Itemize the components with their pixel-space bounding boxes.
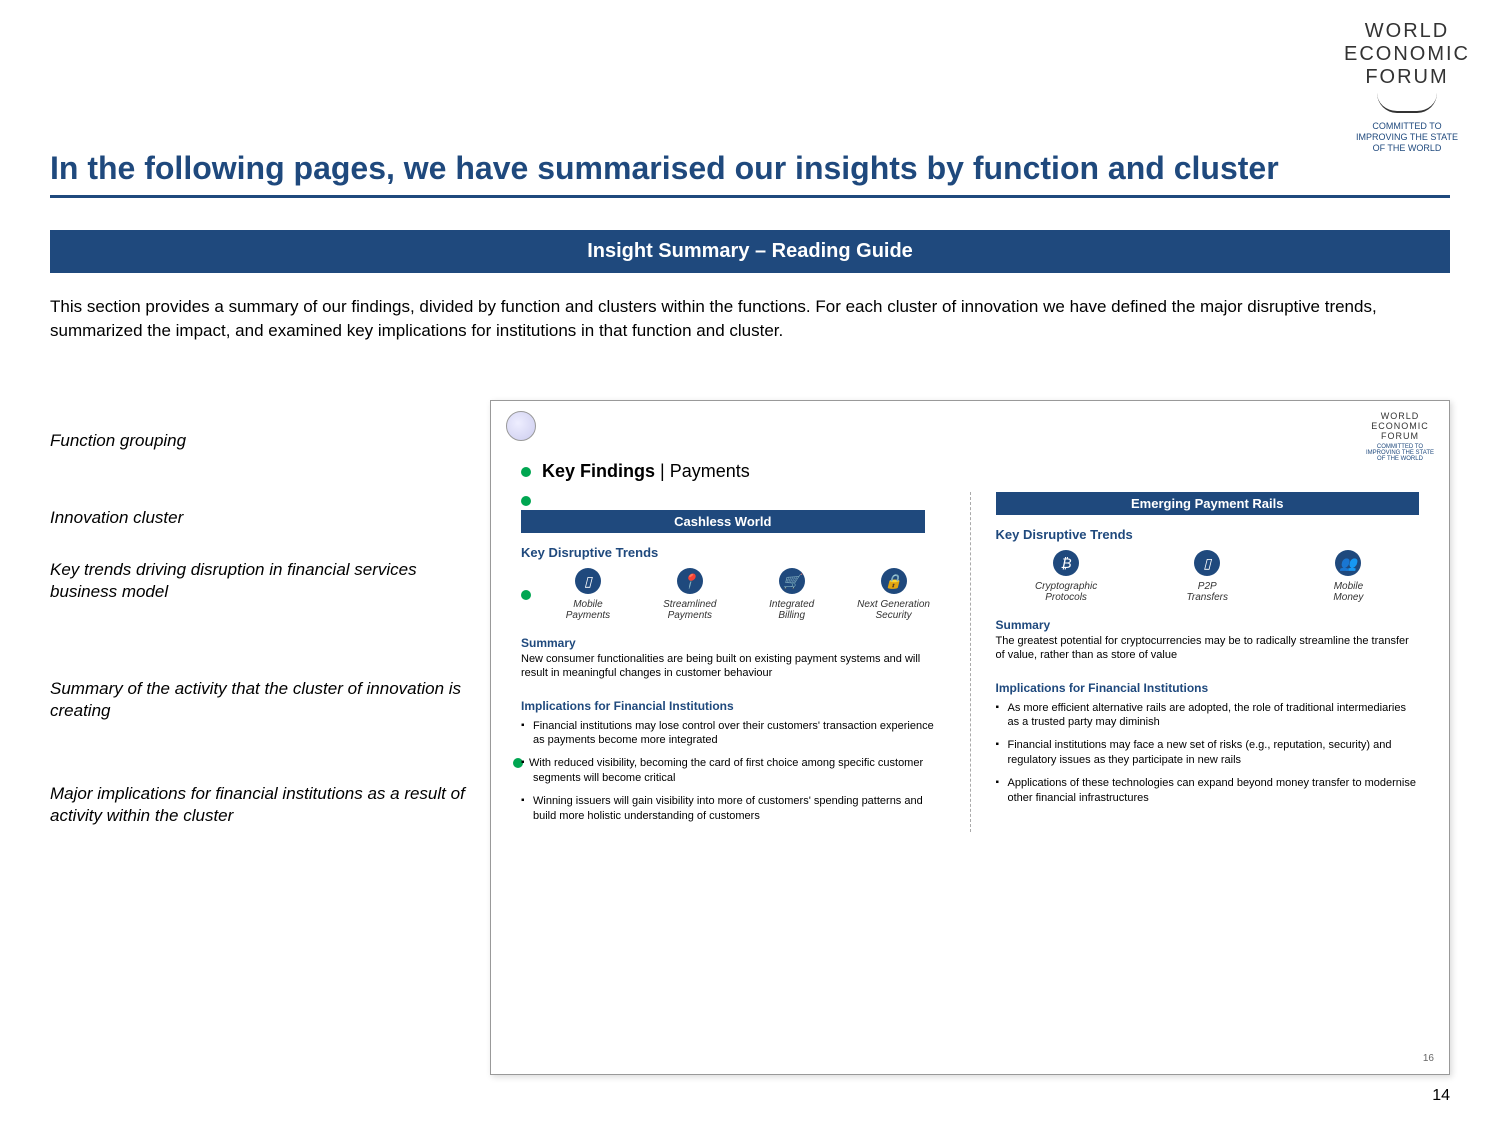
pin-icon: 📍 [677, 568, 703, 594]
kdt-heading-right: Key Disruptive Trends [996, 527, 1420, 542]
cluster-bar-right: Emerging Payment Rails [996, 492, 1420, 515]
logo-sub: COMMITTED TO IMPROVING THE STATE OF THE … [1344, 121, 1470, 153]
imp-left-3: Winning issuers will gain visibility int… [521, 794, 945, 824]
page-title: In the following pages, we have summaris… [50, 150, 1450, 198]
mobile-icon: ▯ [1194, 550, 1220, 576]
imp-list-left: Financial institutions may lose control … [521, 719, 945, 824]
imp-h-left: Implications for Financial Institutions [521, 699, 945, 713]
summary-p-left: New consumer functionalities are being b… [521, 652, 945, 681]
logo-line2: ECONOMIC [1344, 43, 1470, 66]
trend-crypto: ₿CryptographicProtocols [996, 550, 1137, 603]
label-implications: Major implications for financial institu… [50, 783, 470, 827]
label-column: Function grouping Innovation cluster Key… [50, 400, 470, 1075]
imp-right-2: Financial institutions may face a new se… [996, 738, 1420, 768]
imp-list-right: As more efficient alternative rails are … [996, 701, 1420, 806]
trend-mobile-payments: ▯MobilePayments [537, 568, 639, 621]
mini-slide: WORLD ECONOMIC FORUM COMMITTED TO IMPROV… [490, 400, 1450, 1075]
imp-left-1: Financial institutions may lose control … [521, 719, 945, 749]
trends-left: ▯MobilePayments 📍StreamlinedPayments 🛒In… [521, 568, 945, 621]
mini-wef-logo: WORLD ECONOMIC FORUM COMMITTED TO IMPROV… [1366, 411, 1434, 462]
key-findings-title: Key Findings | Payments [521, 461, 1419, 482]
lock-icon: 🔒 [881, 568, 907, 594]
trend-p2p: ▯P2PTransfers [1137, 550, 1278, 603]
logo-arc [1377, 93, 1437, 113]
kdt-heading-left: Key Disruptive Trends [521, 545, 945, 560]
banner-heading: Insight Summary – Reading Guide [50, 230, 1450, 273]
summary-h-right: Summary [996, 618, 1420, 632]
layout: Function grouping Innovation cluster Key… [50, 400, 1450, 1075]
cluster-bar-left: Cashless World [521, 510, 925, 533]
wef-logo: WORLD ECONOMIC FORUM COMMITTED TO IMPROV… [1344, 20, 1470, 153]
cart-icon: 🛒 [779, 568, 805, 594]
trend-mobile-money: 👥MobileMoney [1278, 550, 1419, 603]
label-key-trends: Key trends driving disruption in financi… [50, 559, 470, 603]
label-innovation-cluster: Innovation cluster [50, 507, 470, 529]
bitcoin-icon: ₿ [1053, 550, 1079, 576]
trend-integrated: 🛒IntegratedBilling [741, 568, 843, 621]
callout-dot [521, 590, 531, 600]
imp-left-2: With reduced visibility, becoming the ca… [521, 756, 945, 786]
col-right: Emerging Payment Rails Key Disruptive Tr… [970, 492, 1420, 832]
imp-h-right: Implications for Financial Institutions [996, 681, 1420, 695]
trend-streamlined: 📍StreamlinedPayments [639, 568, 741, 621]
summary-h-left: Summary [521, 636, 945, 650]
intro-text: This section provides a summary of our f… [50, 295, 1450, 343]
logo-line1: WORLD [1344, 20, 1470, 43]
callout-dot [521, 496, 531, 506]
logo-line3: FORUM [1344, 66, 1470, 89]
label-function-grouping: Function grouping [50, 430, 470, 452]
page-number: 14 [1432, 1087, 1450, 1105]
mini-page-number: 16 [1423, 1053, 1434, 1064]
trends-right: ₿CryptographicProtocols ▯P2PTransfers 👥M… [996, 550, 1420, 603]
imp-right-3: Applications of these technologies can e… [996, 776, 1420, 806]
imp-right-1: As more efficient alternative rails are … [996, 701, 1420, 731]
cluster-row: Cashless World [521, 492, 945, 545]
callout-dot [513, 758, 523, 768]
columns: Cashless World Key Disruptive Trends ▯Mo… [521, 492, 1419, 832]
globe-icon [506, 411, 536, 441]
trend-security: 🔒Next GenerationSecurity [843, 568, 945, 621]
label-summary: Summary of the activity that the cluster… [50, 678, 470, 722]
col-left: Cashless World Key Disruptive Trends ▯Mo… [521, 492, 970, 832]
mobile-icon: ▯ [575, 568, 601, 594]
callout-dot [521, 467, 531, 477]
summary-p-right: The greatest potential for cryptocurrenc… [996, 634, 1420, 663]
people-icon: 👥 [1335, 550, 1361, 576]
